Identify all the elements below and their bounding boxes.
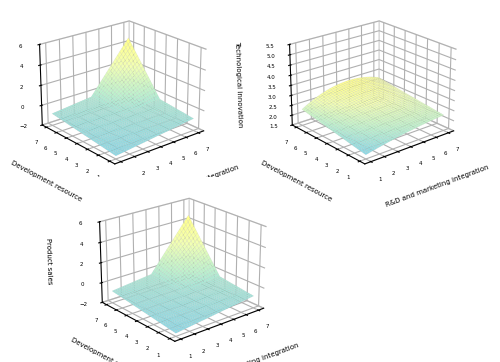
X-axis label: R&D and marketing integration: R&D and marketing integration xyxy=(134,165,239,209)
X-axis label: R&D and marketing integration: R&D and marketing integration xyxy=(384,165,489,209)
Y-axis label: Development resource: Development resource xyxy=(10,159,83,202)
X-axis label: R&D and marketing integration: R&D and marketing integration xyxy=(194,342,299,362)
Y-axis label: Development resource: Development resource xyxy=(70,337,143,362)
Y-axis label: Development resource: Development resource xyxy=(260,159,333,202)
